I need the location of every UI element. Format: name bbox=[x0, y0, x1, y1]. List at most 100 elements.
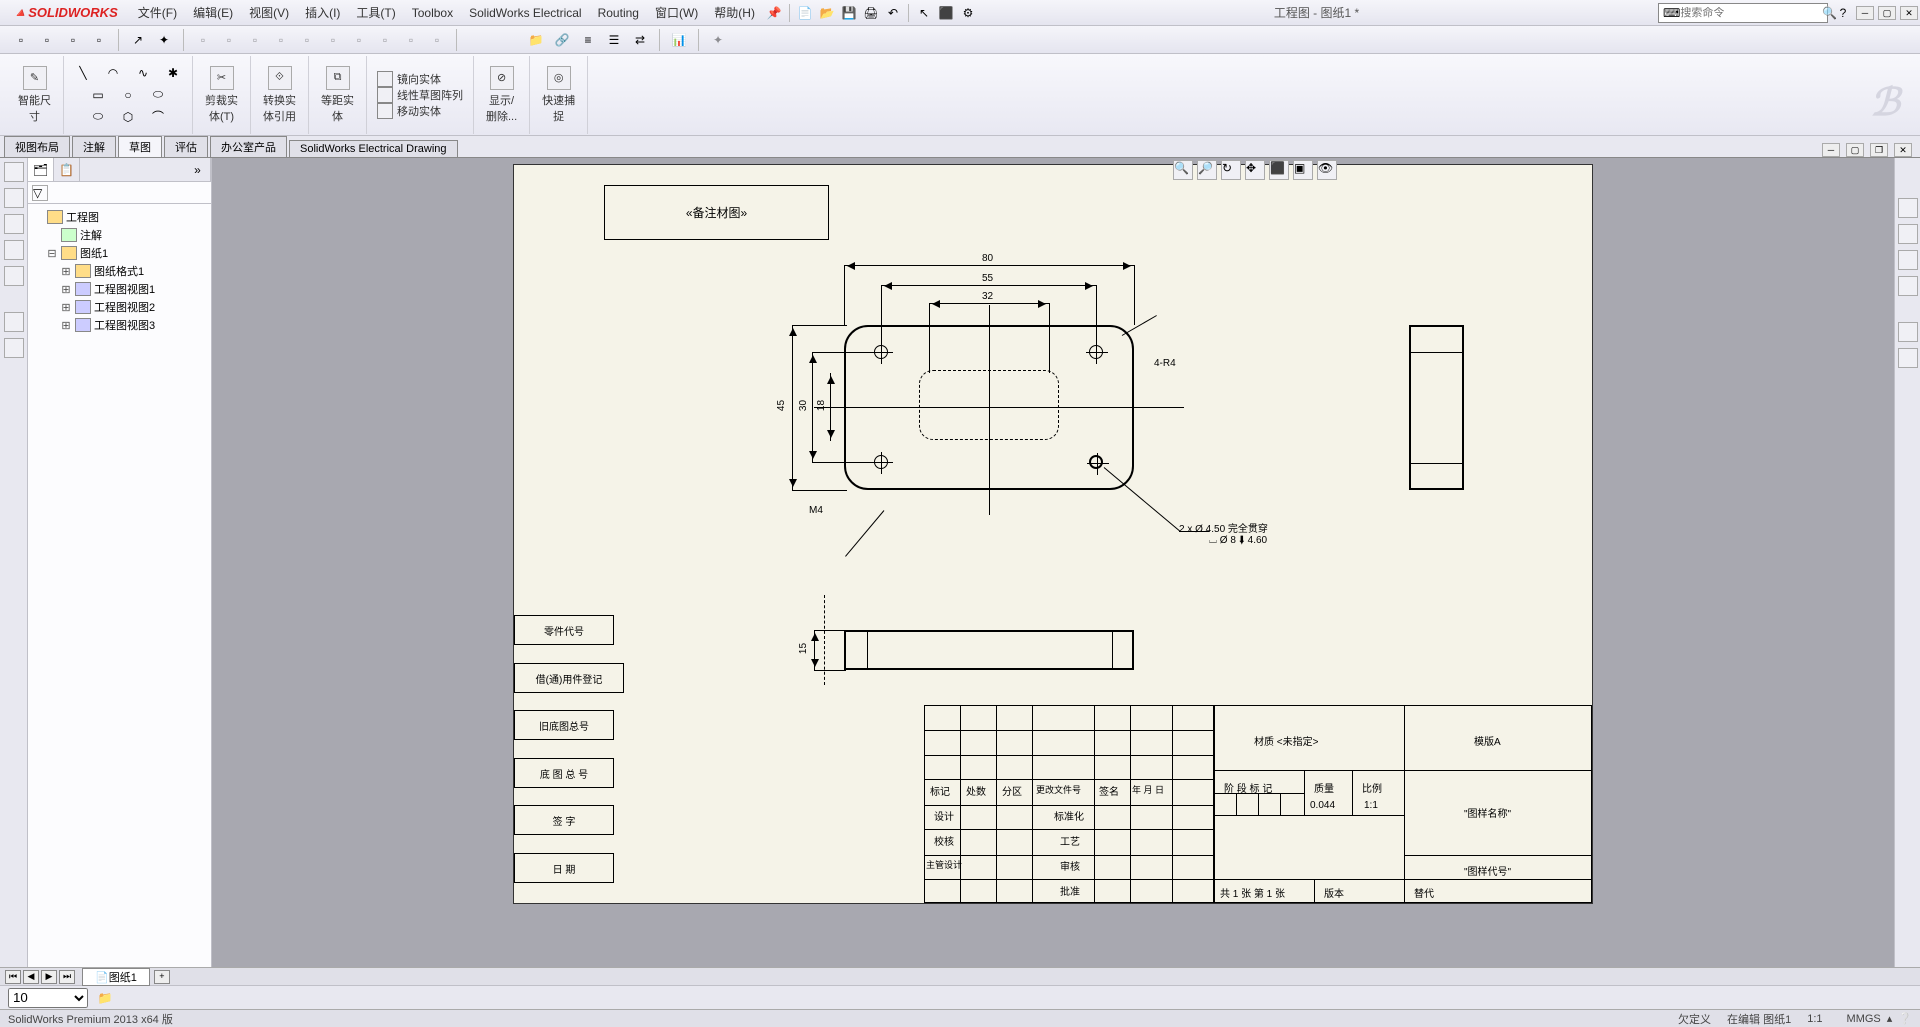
left-tool-icon[interactable] bbox=[4, 240, 24, 260]
tab-annotate[interactable]: 注解 bbox=[72, 136, 116, 157]
tb-icon[interactable]: ▫ bbox=[400, 29, 422, 51]
right-tool-icon[interactable] bbox=[1898, 348, 1918, 368]
left-tool-icon[interactable] bbox=[4, 312, 24, 332]
status-units[interactable]: MMGS bbox=[1847, 1013, 1881, 1025]
menu-file[interactable]: 文件(F) bbox=[130, 4, 185, 21]
tb-icon[interactable]: ▫ bbox=[36, 29, 58, 51]
tb-icon[interactable]: ↗ bbox=[127, 29, 149, 51]
doc-min-button[interactable]: ─ bbox=[1822, 143, 1840, 157]
right-tool-icon[interactable] bbox=[1898, 322, 1918, 342]
tb-icon[interactable]: ▫ bbox=[244, 29, 266, 51]
maximize-button[interactable]: ▢ bbox=[1878, 6, 1896, 20]
tree-item[interactable]: ⊞工程图视图1 bbox=[32, 280, 207, 298]
hide-show-icon[interactable]: 👁 bbox=[1317, 160, 1337, 180]
options-icon[interactable]: ⚙ bbox=[959, 4, 977, 22]
sheet-tab[interactable]: 📄图纸1 bbox=[82, 968, 150, 986]
menu-view[interactable]: 视图(V) bbox=[241, 4, 297, 21]
tb-icon[interactable]: ⇄ bbox=[629, 29, 651, 51]
rotate-icon[interactable]: ↻ bbox=[1221, 160, 1241, 180]
tab-office[interactable]: 办公室产品 bbox=[210, 136, 287, 157]
right-tool-icon[interactable] bbox=[1898, 224, 1918, 244]
left-tool-icon[interactable] bbox=[4, 162, 24, 182]
tab-evaluate[interactable]: 评估 bbox=[164, 136, 208, 157]
tab-view-layout[interactable]: 视图布局 bbox=[4, 136, 70, 157]
tb-icon[interactable]: ▫ bbox=[348, 29, 370, 51]
quick-snap-button[interactable]: ◎快速捕 捉 bbox=[536, 64, 581, 126]
new-icon[interactable]: 📄 bbox=[796, 4, 814, 22]
tree-item[interactable]: 注解 bbox=[32, 226, 207, 244]
minimize-button[interactable]: ─ bbox=[1856, 6, 1874, 20]
open-icon[interactable]: 📂 bbox=[818, 4, 836, 22]
status-dropdown-icon[interactable]: ▴ bbox=[1887, 1012, 1893, 1025]
select-icon[interactable]: ↖ bbox=[915, 4, 933, 22]
linear-pattern-button[interactable]: 线性草图阵列 bbox=[373, 87, 467, 103]
left-tool-icon[interactable] bbox=[4, 188, 24, 208]
tree-root[interactable]: 工程图 bbox=[32, 208, 207, 226]
drawing-sheet[interactable]: «备注材图» 80 55 32 bbox=[513, 164, 1593, 904]
ellipse-icon[interactable]: ⬭ bbox=[145, 84, 171, 106]
zoom-fit-icon[interactable]: 🔍 bbox=[1173, 160, 1193, 180]
right-tool-icon[interactable] bbox=[1898, 250, 1918, 270]
tb-icon[interactable]: 📁 bbox=[525, 29, 547, 51]
print-icon[interactable]: 🖨 bbox=[862, 4, 880, 22]
menu-window[interactable]: 窗口(W) bbox=[647, 4, 706, 21]
tree-item[interactable]: ⊞工程图视图2 bbox=[32, 298, 207, 316]
tb-icon[interactable]: ▫ bbox=[322, 29, 344, 51]
menu-tools[interactable]: 工具(T) bbox=[348, 4, 403, 21]
tb-icon[interactable]: ▫ bbox=[62, 29, 84, 51]
tb-icon[interactable]: ▫ bbox=[374, 29, 396, 51]
display-style-icon[interactable]: ▣ bbox=[1293, 160, 1313, 180]
tb-icon[interactable]: ▫ bbox=[192, 29, 214, 51]
close-button[interactable]: ✕ bbox=[1900, 6, 1918, 20]
doc-max-button[interactable]: ▢ bbox=[1846, 143, 1864, 157]
search-input[interactable] bbox=[1680, 7, 1822, 19]
section-icon[interactable]: ⬛ bbox=[1269, 160, 1289, 180]
menu-toolbox[interactable]: Toolbox bbox=[404, 6, 461, 20]
line-weight-select[interactable]: 10 bbox=[8, 988, 88, 1008]
fillet-icon[interactable]: ⌒ bbox=[145, 106, 171, 128]
rect-icon[interactable]: ▭ bbox=[85, 84, 111, 106]
sheet-next-button[interactable]: ▶ bbox=[41, 970, 57, 984]
save-icon[interactable]: 💾 bbox=[840, 4, 858, 22]
tree-tab-property[interactable]: 📋 bbox=[54, 158, 80, 181]
tb-icon[interactable]: ▫ bbox=[296, 29, 318, 51]
smart-dimension-button[interactable]: ✎智能尺 寸 bbox=[12, 64, 57, 126]
sheet-add-button[interactable]: + bbox=[154, 970, 170, 984]
undo-icon[interactable]: ↶ bbox=[884, 4, 902, 22]
pan-icon[interactable]: ✥ bbox=[1245, 160, 1265, 180]
right-tool-icon[interactable] bbox=[1898, 198, 1918, 218]
polygon-icon[interactable]: ⬡ bbox=[115, 106, 141, 128]
left-tool-icon[interactable] bbox=[4, 338, 24, 358]
menu-routing[interactable]: Routing bbox=[590, 6, 647, 20]
tb-icon[interactable]: ≡ bbox=[577, 29, 599, 51]
tree-item[interactable]: ⊞图纸格式1 bbox=[32, 262, 207, 280]
layer-icon[interactable]: 📁 bbox=[94, 987, 116, 1009]
tab-sketch[interactable]: 草图 bbox=[118, 136, 162, 157]
sheet-first-button[interactable]: ⏮ bbox=[5, 970, 21, 984]
tab-swe-drawing[interactable]: SolidWorks Electrical Drawing bbox=[289, 140, 458, 157]
tb-icon[interactable]: ▫ bbox=[10, 29, 32, 51]
spline-icon[interactable]: ∿ bbox=[130, 62, 156, 84]
line-icon[interactable]: ╲ bbox=[70, 62, 96, 84]
doc-close-button[interactable]: ✕ bbox=[1894, 143, 1912, 157]
tree-tab-collapse[interactable]: » bbox=[185, 158, 211, 181]
mirror-button[interactable]: 镜向实体 bbox=[373, 71, 445, 87]
help-icon[interactable]: ? bbox=[1834, 4, 1852, 22]
slot-icon[interactable]: ⬭ bbox=[85, 106, 111, 128]
drawing-canvas-area[interactable]: 🔍 🔎 ↻ ✥ ⬛ ▣ 👁 «备注材图» 80 bbox=[212, 158, 1894, 967]
tree-filter[interactable]: ▽ bbox=[28, 182, 211, 204]
tb-icon[interactable]: 📊 bbox=[668, 29, 690, 51]
left-tool-icon[interactable] bbox=[4, 214, 24, 234]
left-tool-icon[interactable] bbox=[4, 266, 24, 286]
convert-button[interactable]: ⟐转换实 体引用 bbox=[257, 64, 302, 126]
tree-item[interactable]: ⊟图纸1 bbox=[32, 244, 207, 262]
tree-item[interactable]: ⊞工程图视图3 bbox=[32, 316, 207, 334]
tb-icon[interactable]: ☰ bbox=[603, 29, 625, 51]
status-help-icon[interactable]: ❔ bbox=[1898, 1012, 1912, 1025]
tb-icon[interactable]: ✦ bbox=[153, 29, 175, 51]
menu-insert[interactable]: 插入(I) bbox=[297, 4, 348, 21]
arc-icon[interactable]: ◠ bbox=[100, 62, 126, 84]
move-button[interactable]: 移动实体 bbox=[373, 103, 445, 119]
sheet-last-button[interactable]: ⏭ bbox=[59, 970, 75, 984]
doc-restore-button[interactable]: ❐ bbox=[1870, 143, 1888, 157]
